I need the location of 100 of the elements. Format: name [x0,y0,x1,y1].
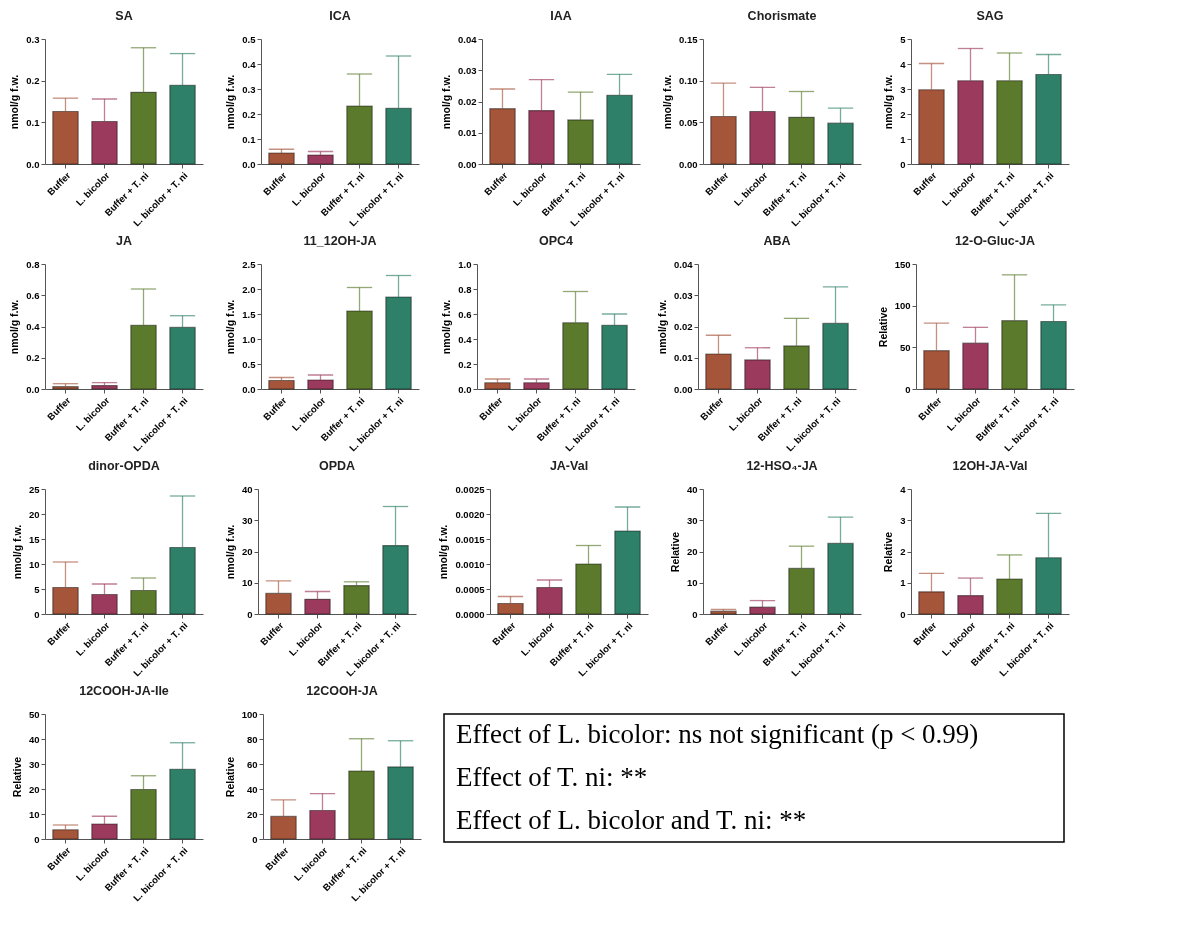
chart-title: 12COOH-JA-Ile [79,683,169,698]
y-tick-label: 0.0025 [455,483,486,495]
bar [304,598,331,615]
bar [788,567,815,615]
bar [567,119,594,165]
y-axis-title: Relative [223,756,236,798]
y-tick-label: 0.0020 [455,508,485,520]
bar [788,116,815,165]
bar [52,829,79,840]
y-tick-label: 150 [894,258,911,270]
y-tick-label: 50 [899,341,911,353]
y-tick-label: 0.3 [242,83,256,95]
chart-title: OPDA [318,458,356,473]
bar [957,594,984,615]
y-tick-label: 0.6 [458,308,472,320]
y-tick-label: 0.4 [242,58,257,70]
y-tick-label: 20 [241,546,253,557]
chart-title: 12-O-Gluc-JA [955,233,1035,248]
y-tick-label: 10 [241,577,253,589]
y-tick-label: 0.01 [674,352,694,364]
bar [536,586,563,615]
y-tick-label: 0.0 [458,383,472,395]
y-tick-label: 100 [241,708,258,720]
bar [744,359,771,390]
y-tick-label: 0 [905,383,911,395]
y-tick-label: 60 [246,758,258,770]
y-tick-label: 0 [252,833,258,845]
y-tick-label: 0.04 [674,258,694,270]
bar [382,544,409,615]
y-tick-label: 50 [28,708,40,720]
bar [822,322,849,390]
y-tick-label: 0.1 [242,133,257,145]
y-tick-label: 30 [241,514,253,526]
bar [1035,557,1062,615]
y-tick-label: 0.00 [679,158,698,170]
y-tick-label: 5 [34,583,41,595]
bar [528,109,555,165]
bar [710,115,737,165]
bar [169,326,196,390]
y-tick-label: 2.0 [242,283,256,295]
bar [52,586,79,615]
bar [385,107,412,165]
y-tick-label: 0.0005 [455,583,486,595]
y-tick-label: 100 [894,300,911,312]
bar [346,310,373,390]
y-tick-label: 0.0 [242,383,256,395]
y-axis-title: Relative [10,756,23,798]
bar [346,105,373,165]
bar [169,768,196,840]
chart-title: dinor-OPDA [88,458,160,473]
bar [169,546,196,615]
y-tick-label: 30 [686,514,698,526]
y-tick-label: 20 [686,546,698,557]
chart-title: OPC4 [538,233,574,248]
bar [575,563,602,615]
y-tick-label: 0.8 [458,283,472,295]
y-axis-title: Relative [882,531,895,573]
bar [385,296,412,390]
y-tick-label: 40 [246,783,258,795]
bar [962,342,989,390]
y-tick-label: 3 [900,514,906,526]
y-tick-label: 0 [900,608,906,620]
bar [348,770,375,840]
bar [307,379,334,390]
bar [1035,73,1062,165]
y-tick-label: 3 [900,83,906,95]
y-axis-title: nmol/g f.w. [224,74,237,130]
y-tick-label: 0.03 [674,289,693,301]
y-axis-title: nmol/g f.w. [8,299,21,355]
y-tick-label: 0.2 [458,358,472,370]
chart-title: 12-HSO₄-JA [746,458,818,473]
y-tick-label: 40 [686,483,698,495]
y-tick-label: 1.0 [458,258,472,270]
bar [996,80,1023,165]
bar [130,589,157,615]
y-tick-label: 0 [900,158,906,170]
y-axis-title: nmol/g f.w. [440,299,453,355]
text: Effect of T. ni: ** [456,762,648,792]
bar [489,108,516,165]
y-tick-label: 25 [28,483,41,495]
bar [783,345,810,390]
y-tick-label: 1 [900,133,907,145]
y-tick-label: 4 [900,483,907,495]
y-tick-label: 80 [246,733,258,745]
y-tick-label: 0.0000 [455,608,485,620]
bar [309,809,336,840]
bar [497,602,524,615]
y-tick-label: 40 [28,733,40,745]
y-tick-label: 5 [900,33,907,45]
bar [827,542,854,615]
y-tick-label: 0.5 [242,33,257,45]
y-axis-title: nmol/g f.w. [10,524,23,580]
bar [91,120,118,165]
y-tick-label: 15 [28,533,41,545]
y-tick-label: 0.02 [458,96,477,107]
y-tick-label: 0.0015 [455,533,486,545]
y-tick-label: 0.10 [679,75,698,87]
chart-title: Chorismate [747,8,817,23]
y-tick-label: 4 [900,58,907,70]
y-tick-label: 0.6 [26,289,40,301]
